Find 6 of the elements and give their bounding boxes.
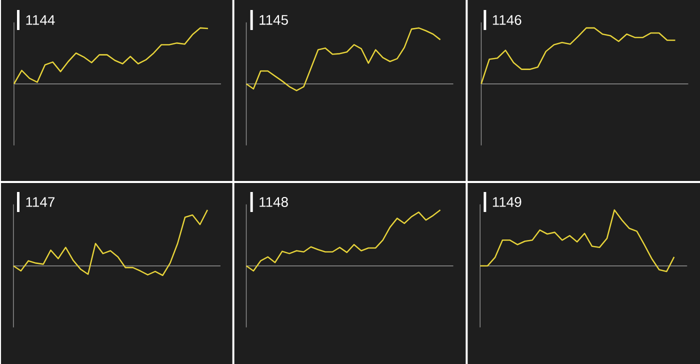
chart-title: 1144 [26,15,55,25]
chart-title: 1147 [26,197,54,207]
chart-title: 1148 [260,197,288,207]
chart-title: 1146 [492,15,522,25]
chart-title: 1145 [260,15,288,25]
chart-title: 1149 [492,197,522,207]
